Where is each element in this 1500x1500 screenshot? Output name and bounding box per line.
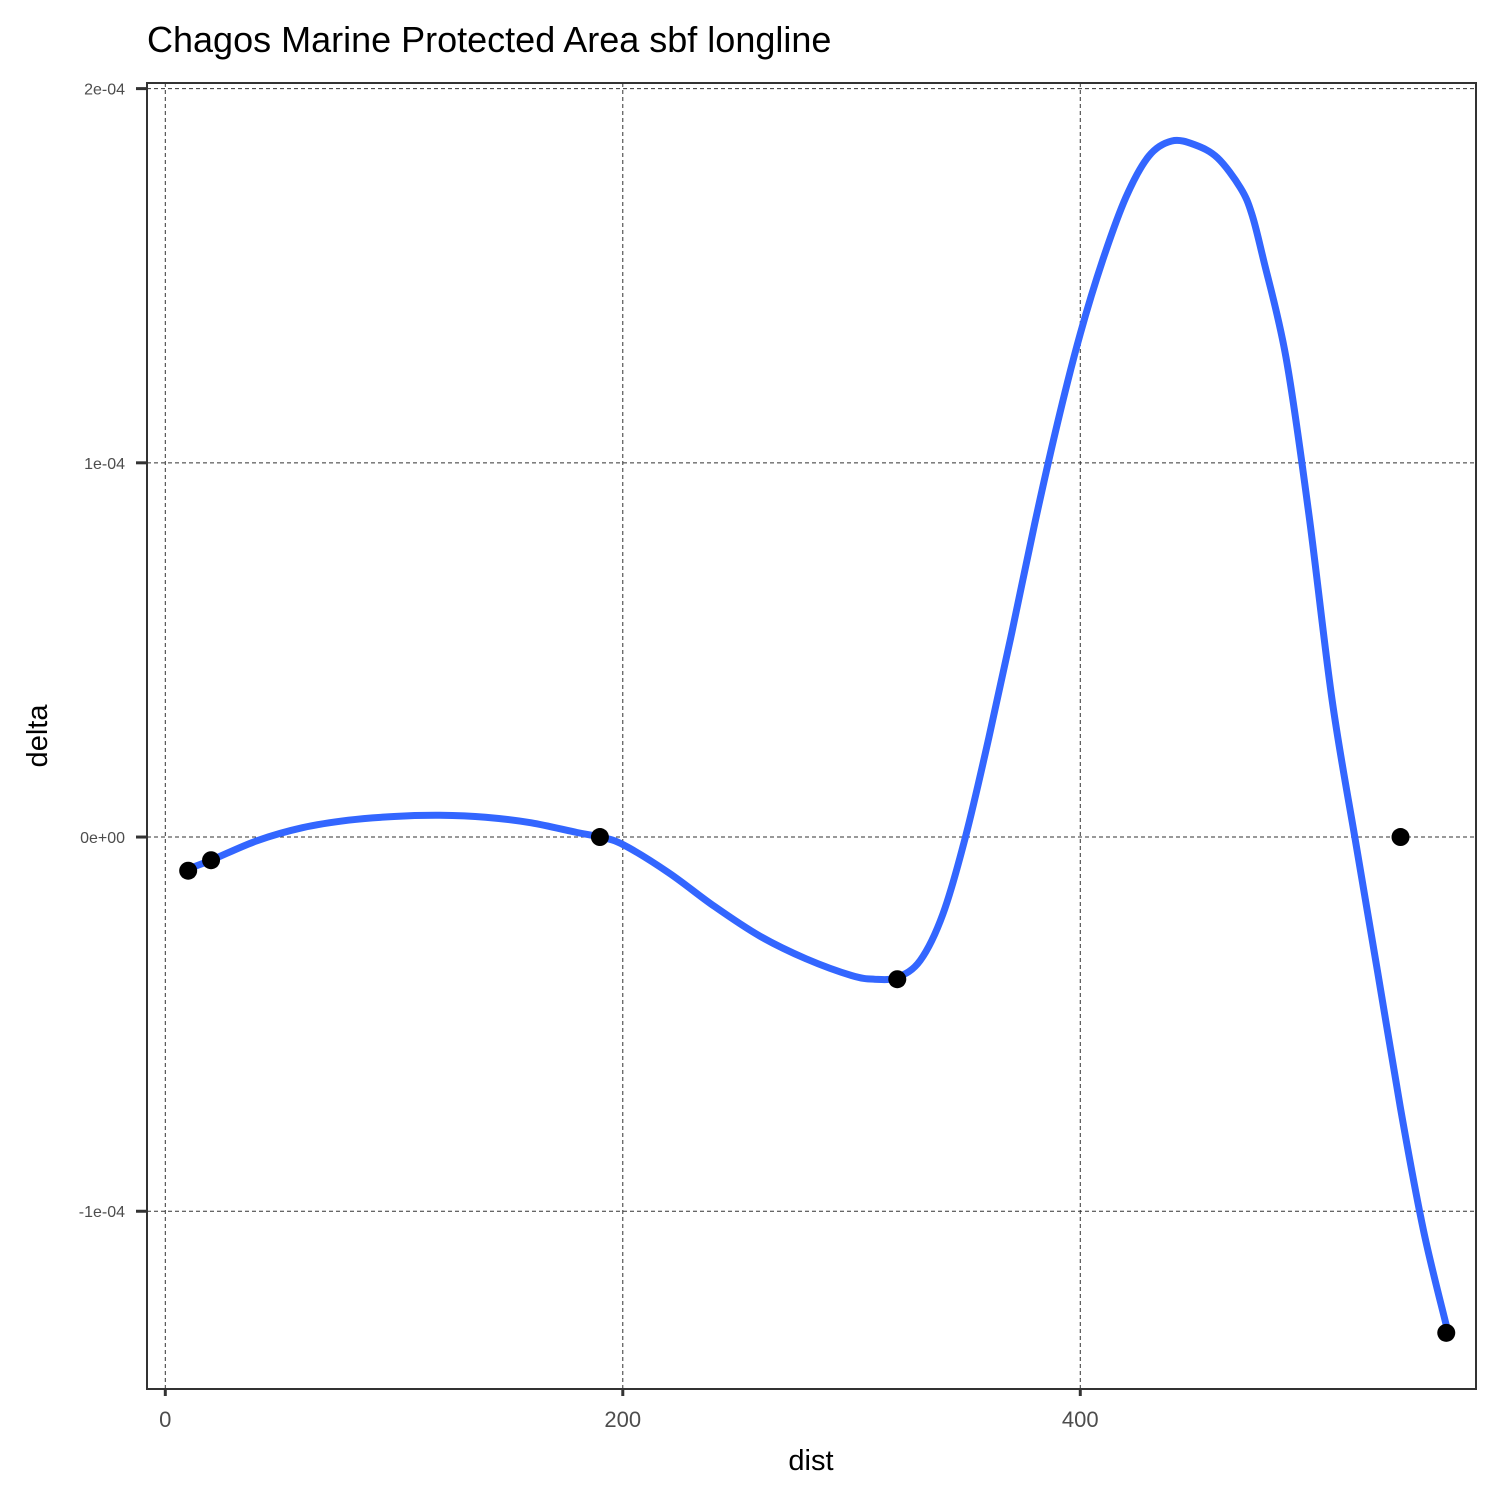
y-tick-label: 2e-04 bbox=[84, 82, 125, 99]
y-tick-label: -1e-04 bbox=[79, 1204, 125, 1221]
data-point bbox=[179, 861, 198, 880]
y-axis-title: delta bbox=[22, 704, 54, 768]
line-layer bbox=[186, 136, 1450, 1327]
smooth-fit-line bbox=[186, 136, 1450, 1327]
data-point bbox=[202, 851, 221, 870]
y-tick-label: 0e+00 bbox=[80, 830, 125, 847]
grid-layer bbox=[147, 83, 1476, 1389]
point-layer bbox=[179, 828, 1456, 1342]
x-tick-label: 400 bbox=[1062, 1407, 1099, 1432]
data-point bbox=[888, 970, 907, 989]
chart-title: Chagos Marine Protected Area sbf longlin… bbox=[147, 19, 831, 60]
data-point bbox=[1437, 1323, 1456, 1342]
x-axis-title: dist bbox=[788, 1445, 833, 1477]
data-point bbox=[1391, 828, 1410, 847]
plot-panel bbox=[146, 82, 1477, 1390]
tick-layer: 0 200 400 -1e-04 0e+00 1e-04 2e-04 bbox=[79, 82, 1099, 1432]
x-tick-label: 0 bbox=[159, 1407, 171, 1432]
y-tick-label: 1e-04 bbox=[84, 456, 125, 473]
x-tick-label: 200 bbox=[604, 1407, 641, 1432]
data-point bbox=[590, 828, 609, 847]
